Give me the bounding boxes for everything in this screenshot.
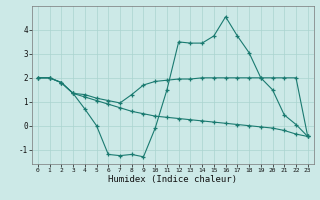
X-axis label: Humidex (Indice chaleur): Humidex (Indice chaleur) (108, 175, 237, 184)
